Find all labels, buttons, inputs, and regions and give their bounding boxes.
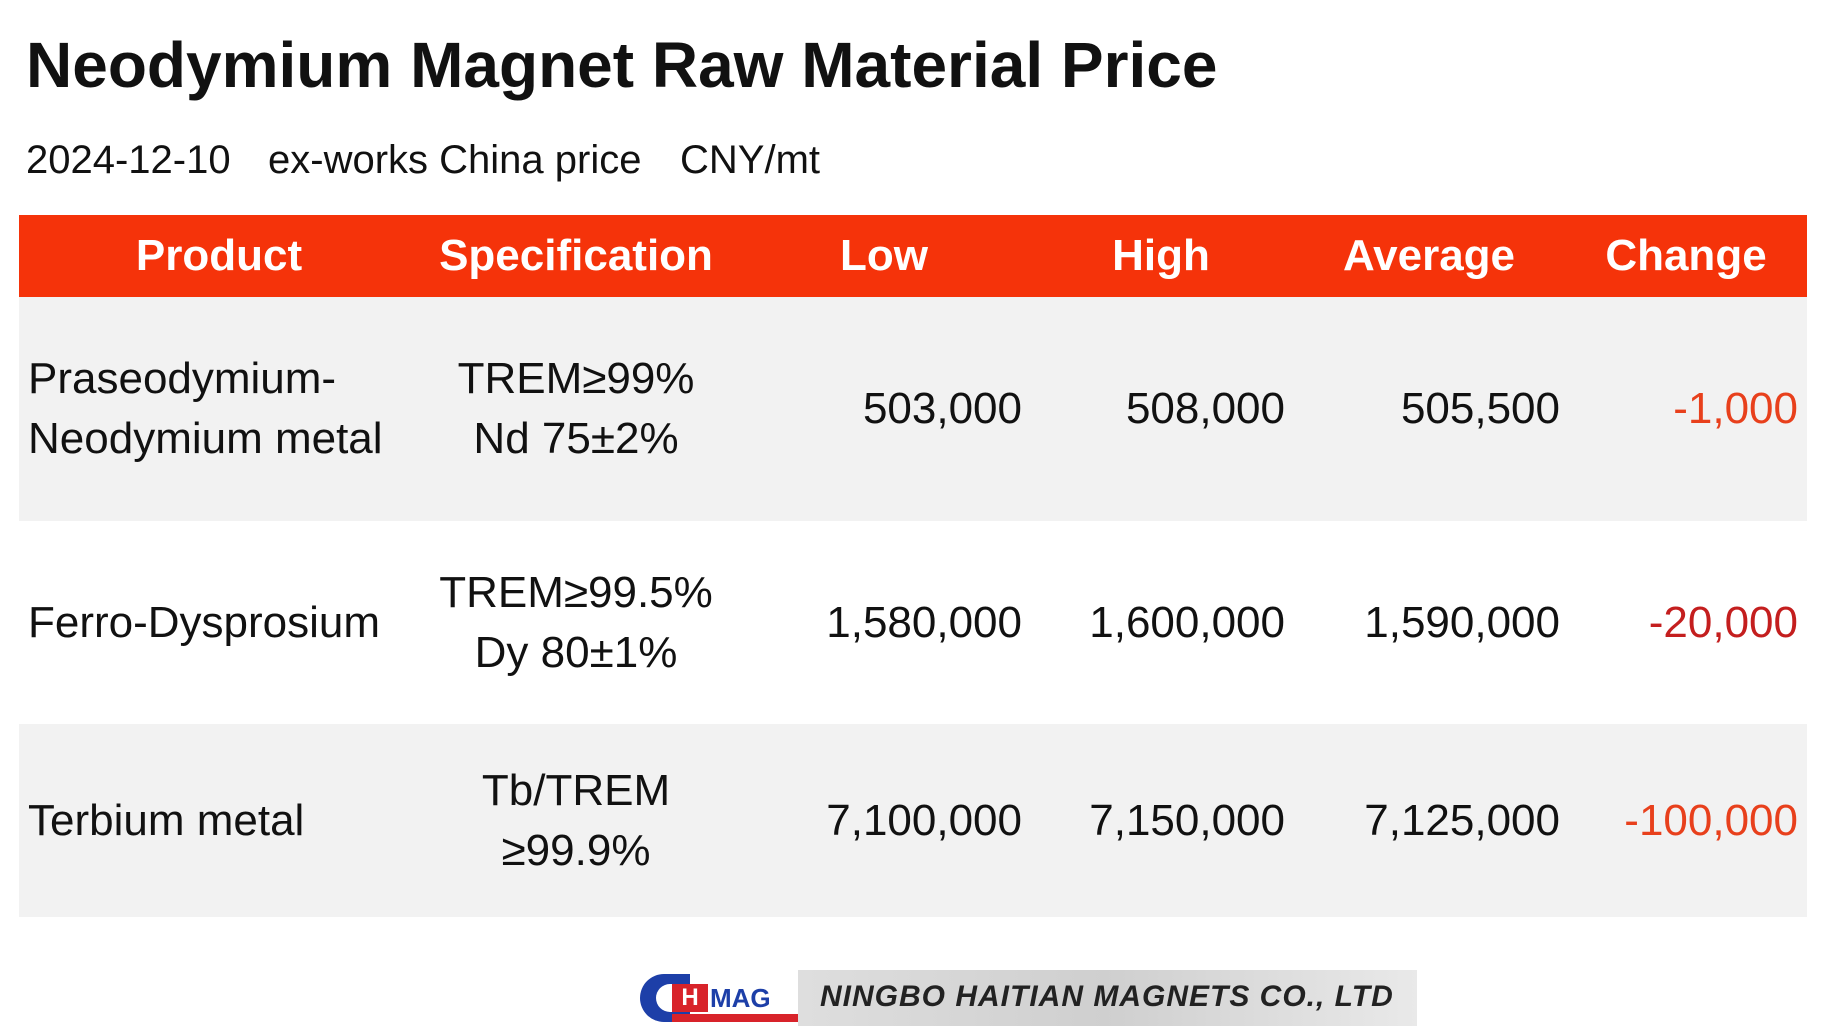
table-cell: 505,500 [1300, 297, 1560, 521]
cell-line: ≥99.9% [501, 825, 651, 875]
cell-line: -20,000 [1648, 597, 1798, 647]
cell-line: 7,125,000 [1364, 795, 1560, 845]
table-cell: Ferro-Dysprosium [28, 521, 428, 724]
table-cell: 508,000 [1040, 297, 1285, 521]
column-header: Average [1342, 231, 1516, 280]
cell-line: Terbium metal [28, 795, 305, 845]
company: NINGBO HAITIAN MAGNETS CO., LTD [820, 980, 1394, 1013]
table-row [19, 297, 1807, 521]
column-header: Product [135, 231, 303, 280]
table-cell: 503,000 [790, 297, 1022, 521]
cell-line: Ferro-Dysprosium [28, 597, 381, 647]
cell-line: Praseodymium- [28, 354, 337, 403]
cell-line: -1,000 [1673, 384, 1798, 433]
cell-line: Nd 75±2% [473, 414, 679, 463]
cell-line: TREM≥99% [457, 354, 695, 403]
table-cell: 7,125,000 [1300, 724, 1560, 917]
cell-line: 1,580,000 [826, 597, 1022, 647]
table-cell: Tb/TREM ≥99.9% [380, 724, 772, 917]
cell-line: Dy 80±1% [474, 627, 678, 677]
table-cell: -100,000 [1570, 724, 1798, 917]
basis: ex-works China price [268, 138, 642, 182]
cell-line: 7,150,000 [1089, 795, 1285, 845]
table-cell: Terbium metal [28, 724, 428, 917]
logo-stripe [672, 1014, 798, 1022]
table-cell: TREM≥99% Nd 75±2% [380, 297, 772, 521]
cell-line: 7,100,000 [826, 795, 1022, 845]
table-row [19, 724, 1807, 917]
table-cell: 1,600,000 [1040, 521, 1285, 724]
cell-line: -100,000 [1624, 795, 1798, 845]
header-bar [19, 215, 1807, 297]
logo-mag: MAG [710, 983, 771, 1013]
column-header: Specification [439, 231, 713, 280]
table-cell: Praseodymium- Neodymium metal [28, 297, 428, 521]
title: Neodymium Magnet Raw Material Price [26, 29, 1218, 101]
logo-h: H [672, 984, 708, 1012]
table-cell: 7,100,000 [790, 724, 1022, 917]
cell-line: 1,590,000 [1364, 597, 1560, 647]
date: 2024-12-10 [26, 138, 231, 182]
cell-line: Tb/TREM [481, 765, 671, 815]
column-header: Low [840, 231, 928, 280]
column-header: Change [1605, 231, 1767, 280]
table-row [19, 521, 1807, 724]
unit: CNY/mt [680, 138, 820, 182]
table-cell: -1,000 [1570, 297, 1798, 521]
logo: H MAG NINGBO HAITIAN MAGNETS CO., LTD [638, 970, 1417, 1026]
cell-line: 1,600,000 [1089, 597, 1285, 647]
column-header: High [1112, 231, 1210, 280]
table-cell: 1,590,000 [1300, 521, 1560, 724]
table-cell: 7,150,000 [1040, 724, 1285, 917]
cell-line: 505,500 [1400, 384, 1560, 433]
cell-line: Neodymium metal [28, 414, 383, 463]
logo-mark: H MAG [638, 970, 798, 1026]
table-cell: -20,000 [1570, 521, 1798, 724]
cell-line: TREM≥99.5% [439, 567, 713, 617]
table-cell: 1,580,000 [790, 521, 1022, 724]
table-cell: TREM≥99.5% Dy 80±1% [380, 521, 772, 724]
cell-line: 503,000 [862, 384, 1022, 433]
cell-line: 508,000 [1125, 384, 1285, 433]
